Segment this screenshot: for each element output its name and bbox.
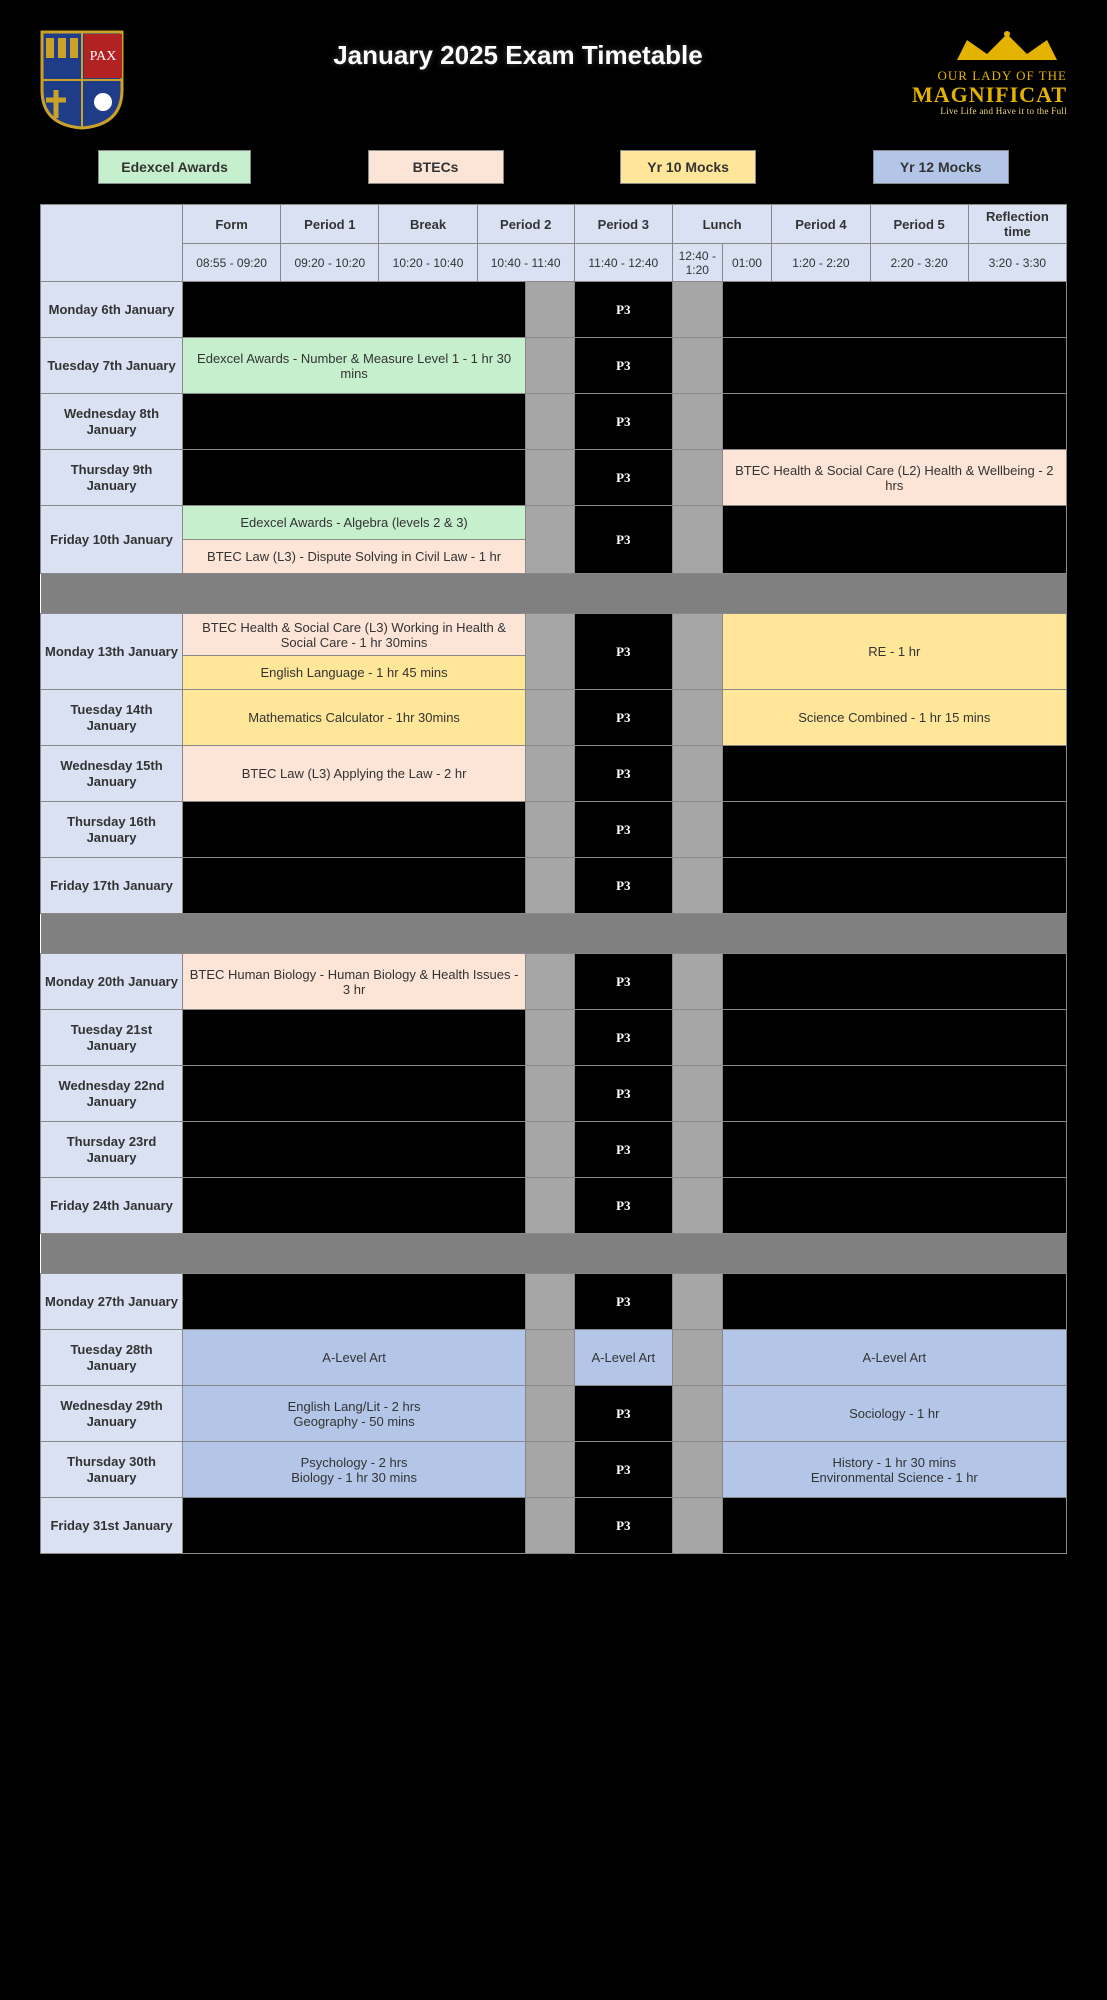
- hdr-break: Break: [379, 205, 477, 244]
- exam-tue14-science: Science Combined - 1 hr 15 mins: [722, 690, 1066, 746]
- row-thu16: Thursday 16th January P3: [41, 802, 1067, 858]
- exam-thu30-pm: History - 1 hr 30 mins Environmental Sci…: [722, 1442, 1066, 1498]
- hdr-p2: Period 2: [477, 205, 574, 244]
- row-fri10-a: Friday 10th January Edexcel Awards - Alg…: [41, 506, 1067, 540]
- exam-fri10-edexcel: Edexcel Awards - Algebra (levels 2 & 3): [183, 506, 526, 540]
- hdr-p3: Period 3: [574, 205, 672, 244]
- row-wed29: Wednesday 29th January English Lang/Lit …: [41, 1386, 1067, 1442]
- trust-tagline: Live Life and Have it to the Full: [912, 107, 1067, 117]
- hdr-ref: Reflection time: [968, 205, 1066, 244]
- page-header: PAX January 2025 Exam Timetable OUR LADY…: [40, 30, 1067, 130]
- hdr-p4: Period 4: [772, 205, 870, 244]
- trust-line2: MAGNIFICAT: [912, 83, 1067, 107]
- row-fri17: Friday 17th January P3: [41, 858, 1067, 914]
- exam-mon20-btec: BTEC Human Biology - Human Biology & Hea…: [183, 954, 526, 1010]
- row-mon27: Monday 27th January P3: [41, 1274, 1067, 1330]
- header-row-labels: Form Period 1 Break Period 2 Period 3 Lu…: [41, 205, 1067, 244]
- legend-edexcel: Edexcel Awards: [98, 150, 251, 184]
- exam-thu9-btec: BTEC Health & Social Care (L2) Health & …: [722, 450, 1066, 506]
- hdr-p5: Period 5: [870, 205, 968, 244]
- row-tue7: Tuesday 7th January Edexcel Awards - Num…: [41, 338, 1067, 394]
- row-fri31: Friday 31st January P3: [41, 1498, 1067, 1554]
- row-thu9: Thursday 9th January P3 BTEC Health & So…: [41, 450, 1067, 506]
- exam-tue28-art-am: A-Level Art: [183, 1330, 526, 1386]
- exam-wed15-btec: BTEC Law (L3) Applying the Law - 2 hr: [183, 746, 526, 802]
- legend-yr10: Yr 10 Mocks: [620, 150, 756, 184]
- exam-wed29-am: English Lang/Lit - 2 hrs Geography - 50 …: [183, 1386, 526, 1442]
- legend-yr12: Yr 12 Mocks: [873, 150, 1009, 184]
- trust-line1: OUR LADY OF THE: [912, 69, 1067, 83]
- exam-thu30-am: Psychology - 2 hrs Biology - 1 hr 30 min…: [183, 1442, 526, 1498]
- exam-tue14-maths: Mathematics Calculator - 1hr 30mins: [183, 690, 526, 746]
- svg-text:PAX: PAX: [90, 49, 117, 64]
- row-fri24: Friday 24th January P3: [41, 1178, 1067, 1234]
- legend-btec: BTECs: [368, 150, 504, 184]
- row-wed22: Wednesday 22nd January P3: [41, 1066, 1067, 1122]
- row-tue21: Tuesday 21st January P3: [41, 1010, 1067, 1066]
- exam-fri10-btec: BTEC Law (L3) - Dispute Solving in Civil…: [183, 540, 526, 574]
- row-mon6: Monday 6th January P3: [41, 282, 1067, 338]
- hdr-p1: Period 1: [281, 205, 379, 244]
- exam-tue7-edexcel: Edexcel Awards - Number & Measure Level …: [183, 338, 526, 394]
- row-tue28: Tuesday 28th January A-Level Art A-Level…: [41, 1330, 1067, 1386]
- exam-timetable: Form Period 1 Break Period 2 Period 3 Lu…: [40, 204, 1067, 1554]
- row-mon13-a: Monday 13th January BTEC Health & Social…: [41, 614, 1067, 656]
- row-thu30: Thursday 30th January Psychology - 2 hrs…: [41, 1442, 1067, 1498]
- trust-logo: OUR LADY OF THE MAGNIFICAT Live Life and…: [912, 30, 1067, 117]
- row-thu23: Thursday 23rd January P3: [41, 1122, 1067, 1178]
- exam-tue28-art-p3: A-Level Art: [574, 1330, 672, 1386]
- exam-mon13-english: English Language - 1 hr 45 mins: [183, 656, 526, 690]
- row-wed8: Wednesday 8th January P3: [41, 394, 1067, 450]
- row-wed15: Wednesday 15th January BTEC Law (L3) App…: [41, 746, 1067, 802]
- row-tue14: Tuesday 14th January Mathematics Calcula…: [41, 690, 1067, 746]
- row-mon20: Monday 20th January BTEC Human Biology -…: [41, 954, 1067, 1010]
- exam-mon13-re: RE - 1 hr: [722, 614, 1066, 690]
- hdr-form: Form: [183, 205, 281, 244]
- header-row-times: 08:55 - 09:20 09:20 - 10:20 10:20 - 10:4…: [41, 244, 1067, 282]
- crown-icon: [947, 30, 1067, 64]
- exam-tue28-art-pm: A-Level Art: [722, 1330, 1066, 1386]
- exam-mon13-btec: BTEC Health & Social Care (L3) Working i…: [183, 614, 526, 656]
- exam-wed29-pm: Sociology - 1 hr: [722, 1386, 1066, 1442]
- legend: Edexcel Awards BTECs Yr 10 Mocks Yr 12 M…: [40, 150, 1067, 184]
- page-title: January 2025 Exam Timetable: [124, 40, 912, 71]
- hdr-lunch: Lunch: [672, 205, 771, 244]
- school-crest-icon: PAX: [40, 30, 124, 130]
